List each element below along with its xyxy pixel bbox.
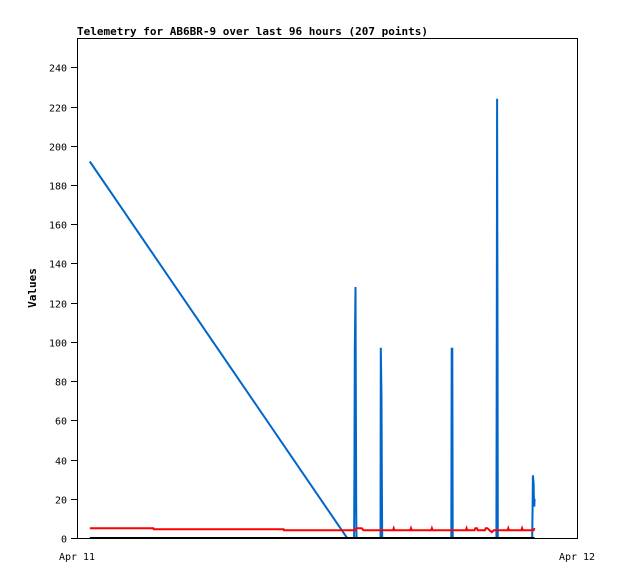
y-tick-label: 200	[49, 143, 67, 154]
x-tick-label: Apr 12	[559, 552, 595, 563]
chart-title: Telemetry for AB6BR-9 over last 96 hours…	[77, 25, 428, 38]
y-tick-label: 240	[49, 64, 67, 75]
series-line-1	[89, 524, 536, 534]
y-tick-label: 20	[55, 496, 67, 507]
x-tick-label: Apr 11	[59, 552, 95, 563]
y-tick-label: 100	[49, 339, 67, 350]
y-tick-label: 160	[49, 221, 67, 232]
y-tick-label: 220	[49, 104, 67, 115]
y-tick-label: 80	[55, 378, 67, 389]
y-tick-label: 40	[55, 457, 67, 468]
y-tick-label: 180	[49, 182, 67, 193]
y-tick-label: 60	[55, 417, 67, 428]
y-axis-label: Values	[26, 268, 39, 308]
y-tick-label: 140	[49, 260, 67, 271]
series-line-0	[88, 98, 536, 539]
y-tick-label: 120	[49, 300, 67, 311]
plot-frame	[77, 38, 578, 539]
y-tick-label: 0	[61, 535, 67, 546]
